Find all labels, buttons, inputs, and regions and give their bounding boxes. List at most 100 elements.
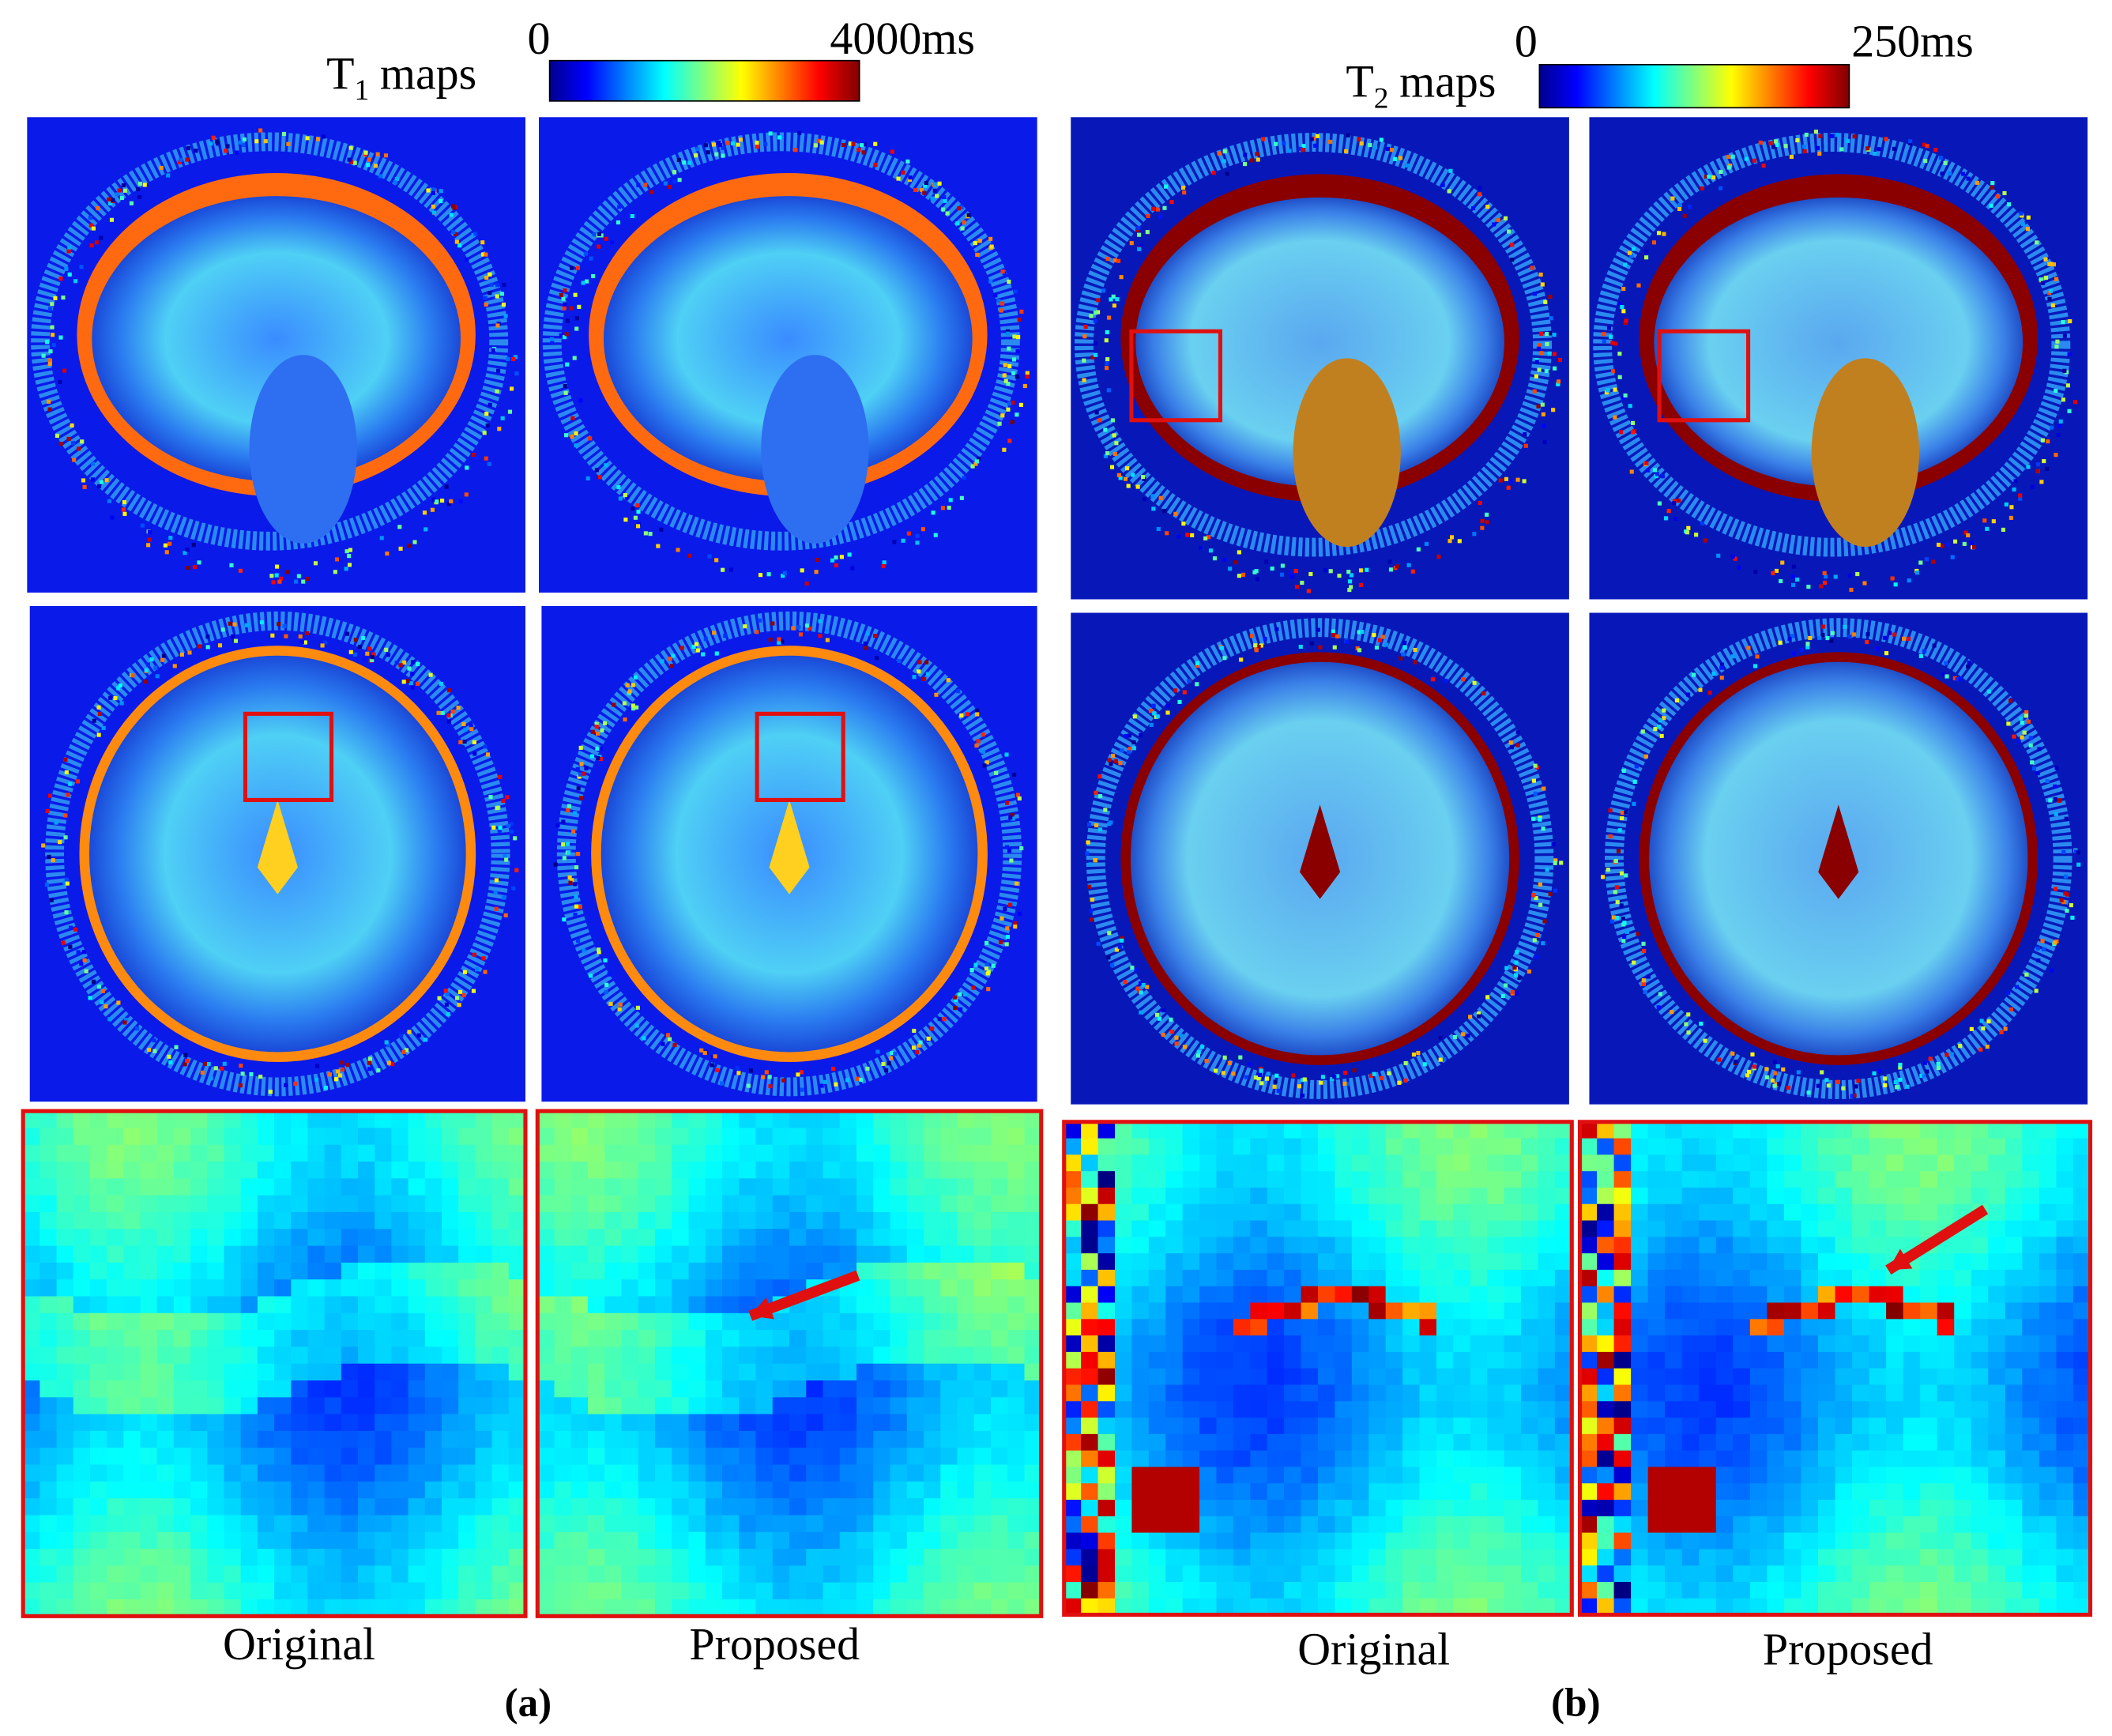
noise-pixel — [984, 962, 989, 967]
noise-pixel — [1130, 966, 1135, 970]
noise-pixel — [1795, 138, 1800, 143]
zoom-pixel — [1301, 1598, 1319, 1616]
zoom-pixel — [873, 1531, 891, 1550]
noise-pixel — [631, 683, 635, 687]
noise-pixel — [472, 751, 477, 756]
zoom-pixel — [621, 1330, 639, 1348]
zoom-pixel — [1182, 1335, 1200, 1353]
zoom-pixel — [1470, 1335, 1489, 1353]
zoom-pixel — [806, 1245, 824, 1263]
zoom-pixel — [1699, 1351, 1717, 1369]
noise-pixel — [84, 969, 88, 973]
zoom-pixel — [475, 1464, 493, 1482]
zoom-pixel — [1250, 1500, 1268, 1517]
zoom-pixel — [1579, 1253, 1598, 1271]
noise-pixel — [815, 557, 819, 563]
zoom-pixel — [655, 1565, 673, 1583]
noise-pixel — [1779, 578, 1783, 584]
zoom-pixel — [391, 1599, 409, 1617]
zoom-pixel — [1148, 1483, 1167, 1501]
zoom-pixel — [1631, 1582, 1649, 1599]
noise-pixel — [305, 576, 310, 582]
noise-pixel — [407, 1030, 412, 1034]
zoom-pixel — [1267, 1401, 1286, 1418]
noise-pixel — [61, 940, 66, 945]
zoom-pixel — [1554, 1433, 1573, 1452]
zoom-pixel — [973, 1565, 992, 1583]
noise-pixel — [192, 565, 197, 570]
zoom-pixel — [823, 1414, 841, 1432]
zoom-pixel — [1767, 1319, 1785, 1336]
zoom-pixel — [291, 1515, 309, 1533]
zoom-pixel — [906, 1498, 924, 1516]
zoom-pixel — [537, 1498, 555, 1516]
noise-pixel — [1948, 171, 1952, 176]
zoom-pixel — [655, 1531, 673, 1550]
zoom-pixel — [621, 1211, 639, 1230]
noise-pixel — [398, 663, 403, 668]
zoom-pixel — [1165, 1220, 1184, 1238]
zoom-pixel — [1453, 1516, 1471, 1534]
noise-pixel — [471, 232, 476, 238]
noise-pixel — [569, 306, 574, 311]
zoom-pixel — [991, 1565, 1009, 1583]
noise-pixel — [682, 160, 687, 165]
zoom-pixel — [156, 1464, 175, 1482]
zoom-pixel — [173, 1549, 191, 1567]
noise-pixel — [687, 160, 692, 165]
zoom-pixel — [391, 1515, 409, 1533]
noise-pixel — [1111, 753, 1116, 758]
zoom-pixel — [458, 1312, 476, 1331]
zoom-pixel — [291, 1211, 309, 1230]
zoom-pixel — [1301, 1286, 1319, 1304]
zoom-pixel — [1538, 1319, 1556, 1336]
zoom-pixel — [1453, 1532, 1471, 1550]
zoom-pixel — [1165, 1384, 1184, 1403]
zoom-pixel — [1250, 1549, 1268, 1567]
zoom-pixel — [1131, 1483, 1150, 1501]
zoom-pixel — [806, 1178, 824, 1196]
noise-pixel — [1105, 257, 1110, 262]
zoom-pixel — [1318, 1368, 1336, 1386]
noise-pixel — [1442, 1056, 1447, 1061]
zoom-pixel — [1097, 1582, 1116, 1599]
zoom-pixel — [672, 1515, 690, 1533]
zoom-pixel — [1148, 1220, 1167, 1238]
zoom-pixel — [722, 1448, 740, 1466]
zoom-pixel — [1267, 1154, 1286, 1173]
noise-pixel — [1087, 884, 1092, 889]
noise-pixel — [1508, 479, 1513, 484]
noise-pixel — [851, 141, 856, 146]
noise-pixel — [484, 302, 488, 307]
zoom-pixel — [1453, 1220, 1471, 1238]
zoom-pixel — [1318, 1335, 1336, 1353]
zoom-pixel — [705, 1549, 723, 1567]
noise-pixel — [1804, 132, 1809, 137]
zoom-pixel — [1715, 1450, 1734, 1468]
zoom-pixel — [772, 1380, 790, 1399]
noise-pixel — [962, 476, 966, 480]
noise-pixel — [1619, 871, 1624, 876]
zoom-pixel — [1250, 1220, 1268, 1238]
zoom-pixel — [1504, 1516, 1522, 1534]
noise-pixel — [1158, 214, 1163, 220]
noise-pixel — [1758, 140, 1763, 145]
zoom-pixel — [1597, 1467, 1615, 1485]
zoom-pixel — [705, 1296, 723, 1314]
noise-pixel — [1931, 559, 1936, 564]
zoom-pixel — [890, 1582, 908, 1600]
zoom-pixel — [991, 1111, 1009, 1129]
noise-pixel — [1173, 511, 1178, 516]
zoom-pixel — [1351, 1335, 1370, 1353]
noise-pixel — [583, 251, 588, 256]
zoom-pixel — [1402, 1171, 1421, 1188]
noise-pixel — [1134, 967, 1139, 972]
zoom-pixel — [856, 1245, 875, 1263]
noise-pixel — [1985, 526, 1990, 531]
zoom-pixel — [1436, 1483, 1455, 1501]
zoom-pixel — [1182, 1516, 1200, 1534]
noise-pixel — [1272, 1084, 1277, 1089]
noise-pixel — [231, 634, 235, 638]
noise-pixel — [1154, 1012, 1160, 1017]
zoom-pixel — [1681, 1368, 1700, 1386]
